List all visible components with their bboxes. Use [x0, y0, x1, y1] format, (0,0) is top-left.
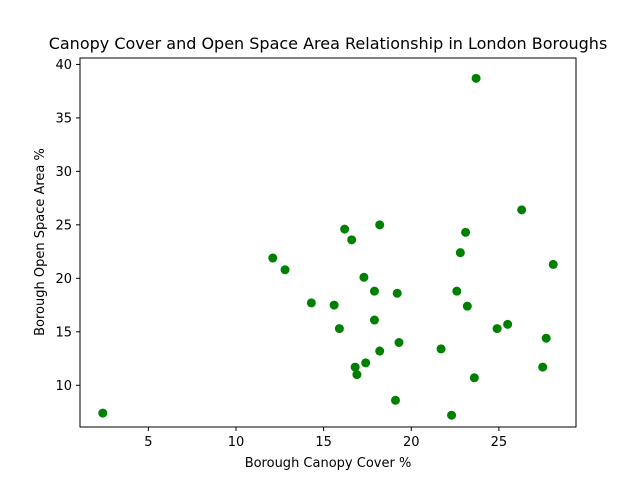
y-axis-label: Borough Open Space Area % [33, 148, 48, 336]
data-point [369, 286, 379, 296]
data-point [280, 265, 290, 275]
data-point [306, 298, 316, 308]
x-tick-label: 5 [144, 435, 152, 450]
x-tick-label: 20 [403, 435, 420, 450]
data-point [452, 286, 462, 296]
data-point [471, 73, 481, 83]
data-point [350, 362, 360, 372]
x-tick-label: 15 [315, 435, 332, 450]
y-tick-label: 30 [55, 165, 72, 180]
data-point [352, 370, 362, 380]
data-point [394, 338, 404, 348]
y-tick-label: 25 [55, 218, 72, 233]
data-point [390, 395, 400, 405]
y-tick-label: 40 [55, 58, 72, 73]
x-axis-ticks: 5 10 15 20 25 [144, 427, 507, 450]
data-point [375, 220, 385, 230]
data-point [375, 346, 385, 356]
data-point [462, 301, 472, 311]
x-tick-label: 10 [228, 435, 245, 450]
chart-title: Canopy Cover and Open Space Area Relatio… [49, 34, 608, 53]
data-point [461, 227, 471, 237]
data-point [98, 408, 108, 418]
data-point [268, 253, 278, 263]
x-axis-label: Borough Canopy Cover % [245, 456, 412, 471]
y-axis-ticks: 10 15 20 25 30 35 40 [55, 58, 80, 394]
data-point [361, 358, 371, 368]
data-point [347, 235, 357, 245]
data-point [517, 205, 527, 215]
data-point [447, 410, 457, 420]
y-tick-label: 20 [55, 272, 72, 287]
data-point [359, 272, 369, 282]
data-point [469, 373, 479, 383]
data-point [503, 319, 513, 329]
y-tick-label: 10 [55, 379, 72, 394]
data-point [340, 224, 350, 234]
y-tick-label: 15 [55, 325, 72, 340]
y-tick-label: 35 [55, 111, 72, 126]
data-point [455, 248, 465, 258]
x-tick-label: 25 [491, 435, 508, 450]
data-point [492, 324, 502, 334]
data-point [369, 315, 379, 325]
data-point [334, 324, 344, 334]
data-point [436, 344, 446, 354]
data-point [329, 300, 339, 310]
data-point [538, 362, 548, 372]
data-point [548, 259, 558, 269]
data-point [541, 333, 551, 343]
plot-frame [79, 57, 577, 428]
data-point [392, 288, 402, 298]
points-layer [98, 73, 558, 420]
